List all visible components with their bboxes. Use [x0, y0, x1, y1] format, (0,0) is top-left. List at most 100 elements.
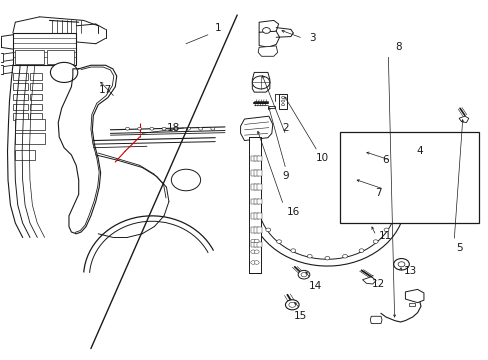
Bar [256, 156, 261, 161]
Circle shape [390, 215, 395, 218]
Polygon shape [258, 46, 277, 56]
Text: 6: 6 [382, 155, 388, 165]
Bar [256, 227, 261, 233]
Circle shape [372, 240, 377, 243]
Text: 15: 15 [293, 311, 306, 321]
Circle shape [358, 249, 363, 252]
Bar [408, 303, 414, 306]
Circle shape [288, 302, 295, 307]
Circle shape [281, 104, 284, 106]
Bar [339, 132, 478, 223]
Circle shape [174, 127, 178, 130]
Bar [13, 113, 27, 120]
Text: 14: 14 [308, 281, 321, 291]
Bar [13, 94, 27, 100]
Bar [30, 83, 42, 90]
Circle shape [198, 127, 202, 130]
Polygon shape [405, 289, 423, 303]
Circle shape [254, 261, 259, 264]
Circle shape [281, 100, 284, 102]
Bar [30, 94, 42, 100]
Circle shape [397, 262, 404, 267]
Bar [13, 104, 27, 110]
Circle shape [383, 228, 388, 231]
Bar [253, 213, 258, 219]
Bar [13, 33, 76, 65]
Circle shape [254, 239, 259, 243]
Text: 5: 5 [455, 243, 462, 253]
Bar [250, 184, 255, 190]
Bar [15, 134, 44, 144]
Polygon shape [362, 277, 375, 284]
Circle shape [250, 239, 255, 243]
Polygon shape [252, 72, 269, 92]
Bar [253, 170, 258, 176]
Polygon shape [259, 31, 279, 47]
Circle shape [360, 149, 366, 153]
Text: 12: 12 [371, 279, 385, 289]
Bar [253, 242, 258, 247]
Bar [253, 156, 258, 161]
Circle shape [325, 256, 329, 260]
Circle shape [254, 250, 259, 253]
Bar [250, 213, 255, 219]
Text: 7: 7 [374, 188, 381, 198]
Circle shape [125, 127, 129, 130]
Bar [344, 170, 362, 188]
Bar [253, 199, 258, 204]
Text: 8: 8 [394, 42, 401, 52]
Polygon shape [249, 137, 261, 273]
Bar [256, 213, 261, 219]
Bar [250, 199, 255, 204]
Circle shape [210, 127, 214, 130]
Bar [278, 94, 287, 109]
Bar [368, 148, 376, 154]
Bar [13, 73, 27, 80]
Text: 10: 10 [315, 153, 328, 163]
Polygon shape [369, 316, 381, 323]
Text: 18: 18 [167, 123, 180, 133]
Circle shape [162, 127, 165, 130]
Circle shape [306, 255, 311, 258]
Text: 4: 4 [416, 146, 423, 156]
Circle shape [285, 300, 299, 310]
Circle shape [262, 28, 270, 33]
Circle shape [186, 127, 190, 130]
Bar [361, 177, 366, 184]
Circle shape [265, 228, 270, 231]
Bar [250, 156, 255, 161]
Bar [15, 149, 35, 160]
Bar [253, 184, 258, 190]
Circle shape [250, 250, 255, 253]
Text: 2: 2 [282, 123, 289, 133]
Bar [256, 242, 261, 247]
Circle shape [171, 169, 200, 191]
Circle shape [281, 96, 284, 99]
Bar [0, 53, 3, 62]
Text: 1: 1 [214, 23, 221, 33]
Text: 9: 9 [282, 171, 289, 181]
Circle shape [252, 76, 269, 89]
Bar [30, 104, 42, 110]
Circle shape [50, 62, 78, 82]
Polygon shape [267, 106, 274, 108]
Text: 13: 13 [403, 266, 416, 276]
Bar [47, 50, 74, 64]
Circle shape [301, 273, 306, 277]
Circle shape [150, 127, 154, 130]
Circle shape [290, 249, 295, 252]
Bar [256, 170, 261, 176]
Text: 11: 11 [379, 231, 392, 240]
Circle shape [250, 261, 255, 264]
Bar [250, 242, 255, 247]
Bar [250, 170, 255, 176]
Bar [256, 184, 261, 190]
Circle shape [298, 270, 309, 279]
Circle shape [138, 127, 142, 130]
Polygon shape [259, 21, 278, 34]
Text: 3: 3 [309, 33, 315, 43]
Text: 16: 16 [286, 207, 299, 217]
Text: 17: 17 [99, 85, 112, 95]
Polygon shape [240, 116, 272, 140]
Circle shape [276, 240, 281, 243]
